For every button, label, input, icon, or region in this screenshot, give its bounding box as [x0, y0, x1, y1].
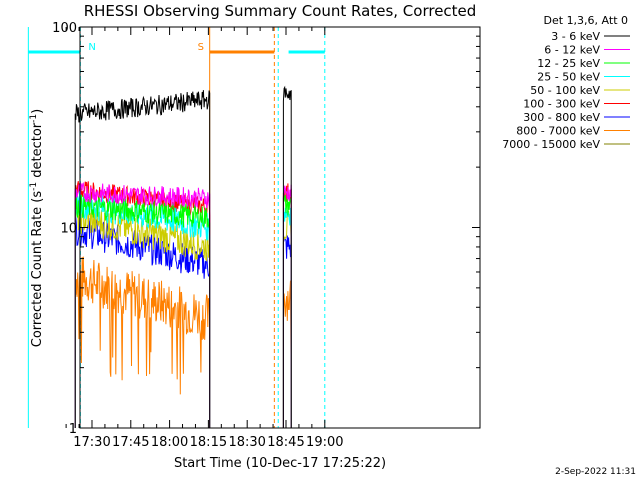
legend-entry-label: 7000 - 15000 keV: [502, 138, 600, 151]
legend-entry-label: 25 - 50 keV: [537, 71, 600, 84]
x-tick-label: 17:30: [73, 435, 110, 450]
legend-entry-label: 300 - 800 keV: [523, 111, 600, 124]
legend-header: Det 1,3,6, Att 0: [544, 14, 628, 27]
x-tick-label: 17:45: [112, 435, 149, 450]
chart-title: RHESSI Observing Summary Count Rates, Co…: [84, 2, 477, 20]
x-tick-label: 19:00: [306, 435, 343, 450]
x-axis-label: Start Time (10-Dec-17 17:25:22): [174, 456, 386, 471]
x-tick-label: 18:15: [190, 435, 227, 450]
legend-entry-label: 12 - 25 keV: [537, 57, 600, 70]
legend-entry-label: 50 - 100 keV: [530, 84, 600, 97]
plot-frame: [79, 26, 481, 429]
series-trace: [74, 181, 211, 428]
series-trace: [74, 214, 211, 428]
legend-entry-label: 6 - 12 keV: [544, 44, 600, 57]
series-trace: [74, 256, 211, 428]
y-axis-label: Corrected Count Rate (s-1 detector-1): [29, 109, 45, 347]
series-trace: [74, 90, 211, 428]
series-trace: [74, 194, 211, 428]
series-trace: [282, 85, 292, 428]
series-trace: [282, 280, 292, 428]
flag-label: S: [198, 42, 204, 53]
y-tick-label: 10: [60, 222, 77, 237]
series-trace: [282, 184, 292, 428]
x-tick-label: 18:45: [267, 435, 304, 450]
legend-entry-label: 100 - 300 keV: [523, 98, 600, 111]
y-tick-label: 100: [52, 21, 77, 36]
footer-timestamp: 2-Sep-2022 11:31: [555, 467, 636, 477]
y-tick-label: 1: [69, 422, 77, 437]
legend-entry-label: 3 - 6 keV: [551, 30, 600, 43]
legend-entry-label: 800 - 7000 keV: [516, 125, 600, 138]
axis-ticks: 17:30 17:45 18:00 18:15 18:30 18:45 19:00 1 10 10…: [52, 21, 480, 450]
x-tick-label: 18:30: [228, 435, 265, 450]
flag-label: N: [88, 42, 95, 53]
series-trace: [282, 235, 292, 428]
x-tick-label: 18:00: [151, 435, 188, 450]
